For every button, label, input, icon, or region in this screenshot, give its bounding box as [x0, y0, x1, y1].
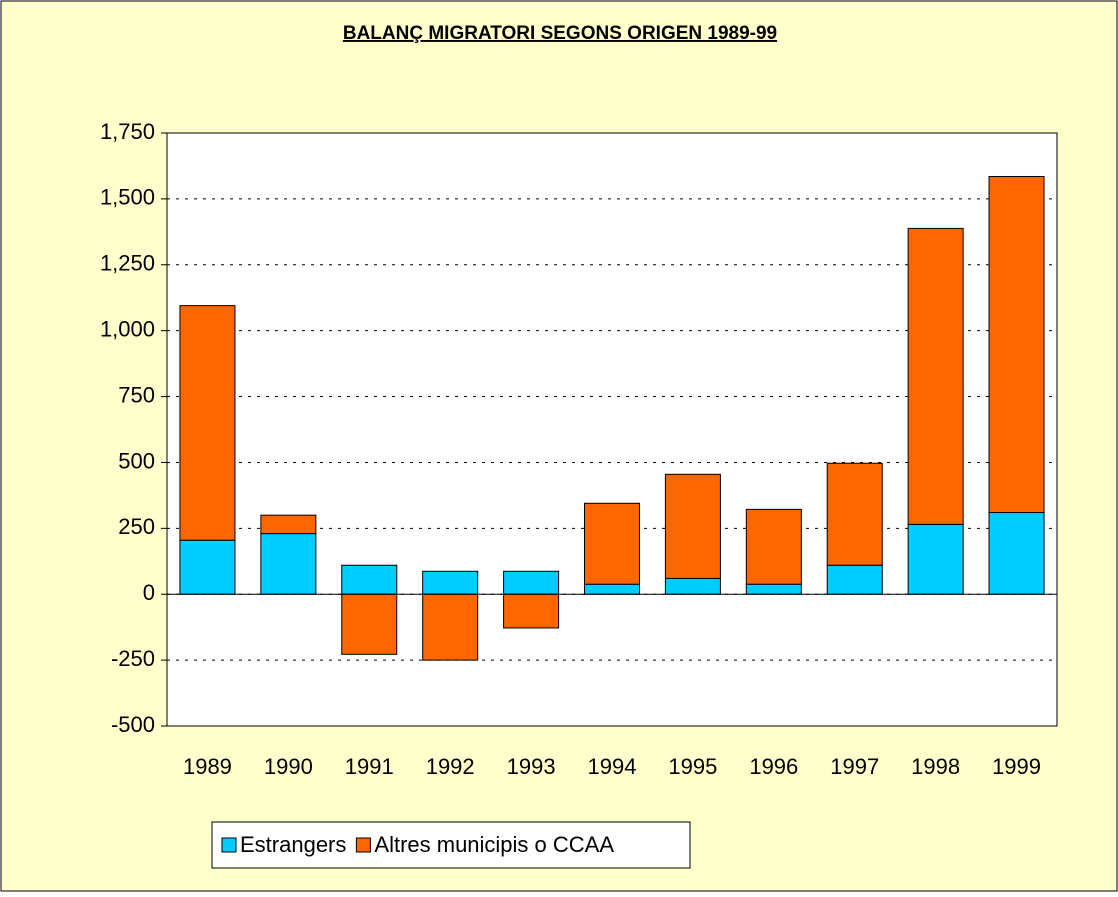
x-tick-label: 1994 [588, 754, 637, 779]
y-tick-label: -250 [111, 646, 155, 671]
legend-swatch [221, 837, 237, 853]
x-tick-label: 1995 [668, 754, 717, 779]
x-tick-label: 1991 [345, 754, 394, 779]
bar [341, 564, 398, 595]
bar [664, 577, 721, 595]
bar [583, 583, 641, 595]
legend [211, 821, 691, 869]
bar [583, 502, 641, 585]
x-tick-label: 1992 [426, 754, 475, 779]
x-tick-label: 1996 [749, 754, 798, 779]
y-tick-label: 750 [118, 382, 155, 407]
y-tick-label: 1,250 [100, 251, 155, 276]
y-tick-label: 1,500 [100, 185, 155, 210]
bar [907, 227, 964, 525]
legend-swatch [355, 837, 371, 853]
bar [745, 508, 802, 585]
bar [260, 514, 317, 535]
bar [826, 462, 883, 566]
x-tick-label: 1997 [830, 754, 879, 779]
x-tick-label: 1989 [183, 754, 232, 779]
bar [503, 570, 560, 595]
bar [179, 539, 236, 595]
y-tick-label: 1,000 [100, 316, 155, 341]
y-tick-label: 1,750 [100, 119, 155, 144]
bar [179, 305, 236, 541]
bar [907, 523, 964, 595]
bar [422, 570, 479, 595]
x-tick-label: 1998 [911, 754, 960, 779]
bar [260, 533, 317, 595]
y-tick-label: -500 [111, 712, 155, 737]
legend-label: Altres municipis o CCAA [374, 832, 614, 857]
x-tick-label: 1993 [507, 754, 556, 779]
bar [341, 593, 398, 655]
bar [422, 593, 479, 661]
x-tick-label: 1999 [992, 754, 1041, 779]
y-tick-label: 250 [118, 514, 155, 539]
bar [745, 583, 802, 595]
bar [826, 564, 883, 595]
bar [664, 473, 721, 579]
chart-title: BALANÇ MIGRATORI SEGONS ORIGEN 1989-99 [343, 23, 777, 44]
bar [503, 593, 560, 629]
y-tick-label: 500 [118, 448, 155, 473]
legend-label: Estrangers [240, 832, 346, 857]
bar [988, 175, 1045, 514]
bar [988, 512, 1045, 595]
x-tick-label: 1990 [264, 754, 313, 779]
y-tick-label: 0 [143, 580, 155, 605]
